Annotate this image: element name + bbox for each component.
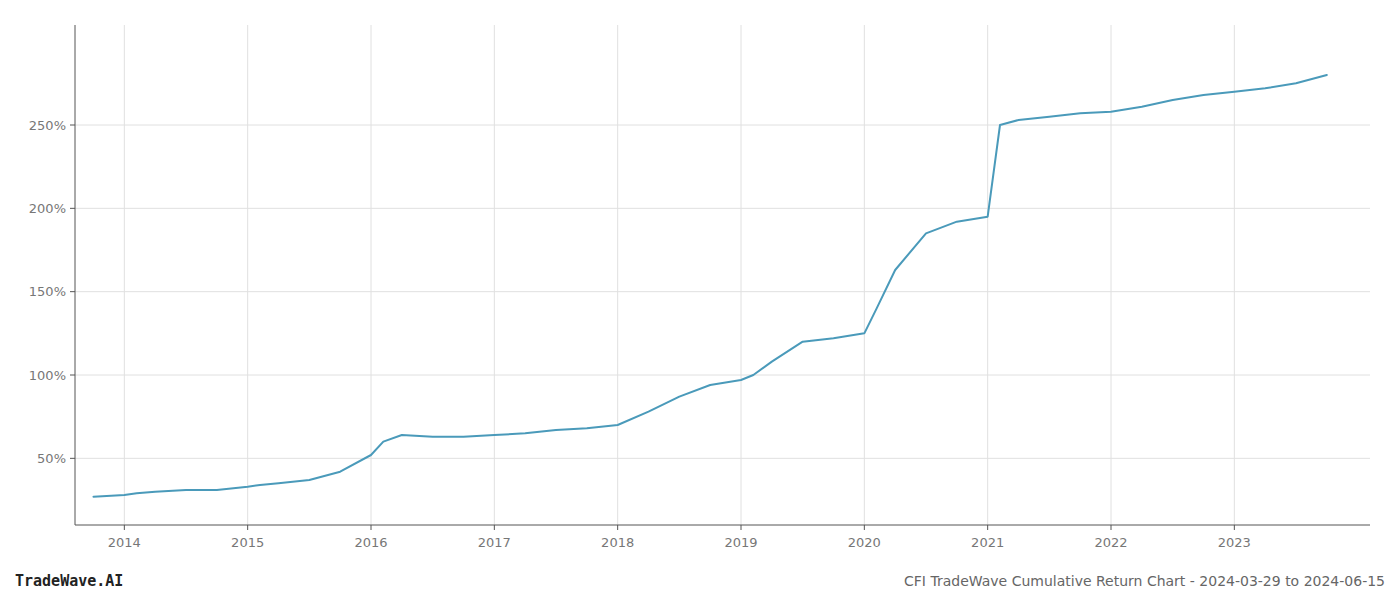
line — [94, 75, 1327, 497]
grid-line — [75, 375, 1370, 376]
x-tick — [371, 525, 372, 530]
x-tick — [1234, 525, 1235, 530]
x-axis-line — [75, 525, 1370, 526]
y-tick-label: 250% — [29, 118, 66, 133]
grid-line — [1111, 25, 1112, 525]
x-tick-label: 2015 — [231, 535, 264, 550]
grid-line — [75, 458, 1370, 459]
chart: 2014 2015 2016 2017 2018 2019 2020 2021 2022 2023… — [0, 0, 1400, 600]
grid-line — [124, 25, 125, 525]
y-tick — [70, 291, 75, 292]
x-tick-label: 2017 — [478, 535, 511, 550]
x-tick — [741, 525, 742, 530]
y-tick — [70, 125, 75, 126]
y-tick-label: 100% — [29, 368, 66, 383]
grid-line — [494, 25, 495, 525]
x-tick — [864, 525, 865, 530]
watermark: TradeWave.AI — [15, 572, 123, 590]
y-tick — [70, 375, 75, 376]
x-tick-label: 2021 — [971, 535, 1004, 550]
grid-line — [1234, 25, 1235, 525]
grid-line — [371, 25, 372, 525]
y-tick-label: 50% — [37, 451, 66, 466]
grid-line — [987, 25, 988, 525]
series — [94, 75, 1327, 497]
grid-line — [75, 125, 1370, 126]
x-tick-label: 2023 — [1218, 535, 1251, 550]
grid-line — [741, 25, 742, 525]
grid-line — [75, 208, 1370, 209]
y-tick-label: 200% — [29, 201, 66, 216]
y-tick — [70, 208, 75, 209]
y-tick — [70, 458, 75, 459]
title: CFI TradeWave Cumulative Return Chart - … — [904, 573, 1385, 589]
x-tick-label: 2014 — [108, 535, 141, 550]
x-tick-label: 2022 — [1094, 535, 1127, 550]
y-axis-line — [75, 25, 76, 525]
grid-line — [617, 25, 618, 525]
x-tick — [987, 525, 988, 530]
grid-line — [247, 25, 248, 525]
grid — [75, 25, 1370, 525]
x-tick — [617, 525, 618, 530]
axes: 2014 2015 2016 2017 2018 2019 2020 2021 2022 2023… — [29, 25, 1370, 550]
x-tick-label: 2018 — [601, 535, 634, 550]
x-tick — [1111, 525, 1112, 530]
x-tick — [247, 525, 248, 530]
x-tick — [494, 525, 495, 530]
x-tick-label: 2016 — [354, 535, 387, 550]
y-tick-label: 150% — [29, 284, 66, 299]
x-tick-label: 2019 — [724, 535, 757, 550]
grid-line — [75, 291, 1370, 292]
x-tick — [124, 525, 125, 530]
x-tick-label: 2020 — [848, 535, 881, 550]
grid-line — [864, 25, 865, 525]
